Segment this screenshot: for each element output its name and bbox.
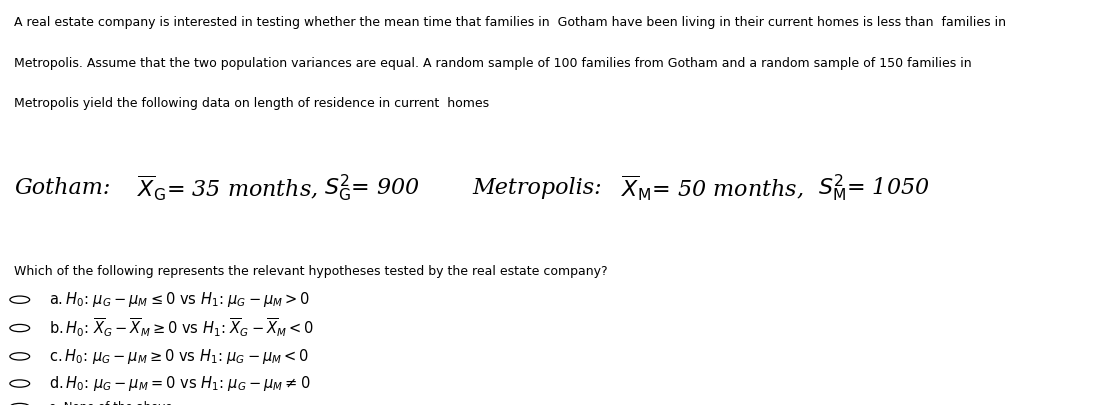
- Text: Gotham:: Gotham:: [14, 177, 111, 199]
- Text: e. None of the above: e. None of the above: [49, 401, 172, 405]
- Text: $S_{\rm G}^{2}$= 900: $S_{\rm G}^{2}$= 900: [324, 173, 421, 204]
- Text: A real estate company is interested in testing whether the mean time that famili: A real estate company is interested in t…: [14, 16, 1006, 29]
- Text: $\overline{X}_{\rm M}$= 50 months,: $\overline{X}_{\rm M}$= 50 months,: [621, 174, 804, 203]
- Text: $S_{\rm M}^{2}$= 1050: $S_{\rm M}^{2}$= 1050: [818, 173, 930, 204]
- Text: Metropolis yield the following data on length of residence in current  homes: Metropolis yield the following data on l…: [14, 97, 490, 110]
- Text: $\rm{b.}$$H_0$: $\overline{X}_G - \overline{X}_M \geq 0$ vs $H_1$: $\overline{X}: $\rm{b.}$$H_0$: $\overline{X}_G - \overl…: [49, 317, 314, 339]
- Text: Which of the following represents the relevant hypotheses tested by the real est: Which of the following represents the re…: [14, 265, 608, 278]
- Text: $\overline{X}_{\rm G}$= 35 months,: $\overline{X}_{\rm G}$= 35 months,: [137, 174, 318, 203]
- Text: Metropolis. Assume that the two population variances are equal. A random sample : Metropolis. Assume that the two populati…: [14, 57, 972, 70]
- Text: Metropolis:: Metropolis:: [472, 177, 602, 199]
- Text: $\rm{a.}$$H_0$: $\mu_G - \mu_M \leq 0$ vs $H_1$: $\mu_G - \mu_M > 0$: $\rm{a.}$$H_0$: $\mu_G - \mu_M \leq 0$ v…: [49, 290, 311, 309]
- Text: $\rm{c.}$$H_0$: $\mu_G - \mu_M \geq 0$ vs $H_1$: $\mu_G - \mu_M < 0$: $\rm{c.}$$H_0$: $\mu_G - \mu_M \geq 0$ v…: [49, 347, 310, 366]
- Text: $\rm{d.}$$H_0$: $\mu_G - \mu_M = 0$ vs $H_1$: $\mu_G - \mu_M \neq 0$: $\rm{d.}$$H_0$: $\mu_G - \mu_M = 0$ vs $…: [49, 374, 311, 393]
